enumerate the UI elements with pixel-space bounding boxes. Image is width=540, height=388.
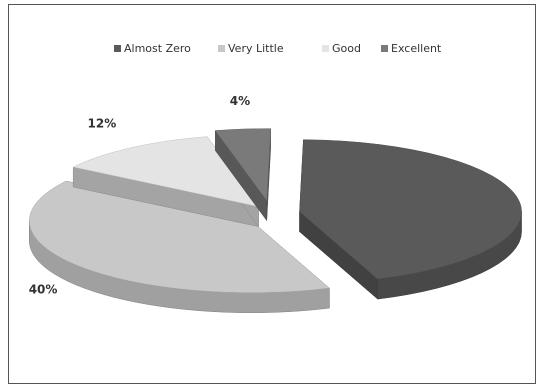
legend-swatch-excellent [381,45,388,52]
legend-swatch-good [322,45,329,52]
slice-top-very-little [29,180,330,293]
slice-very-little [28,180,330,313]
data-label-very-little: 40% [29,282,58,296]
pie-slices [28,128,522,313]
slice-top-excellent [214,128,271,202]
chart-legend: Almost Zero Very Little Good Excellent [114,42,442,55]
slice-excellent [214,128,271,222]
legend-label-good: Good [332,42,361,55]
slice-top-good [72,136,260,208]
data-label-good: 12% [88,117,117,131]
legend-label-very-little: Very Little [228,42,284,55]
legend-label-excellent: Excellent [391,42,442,55]
slice-top-almost-zero [299,139,522,280]
slice-almost-zero [299,139,522,300]
slice-good [72,135,260,228]
data-label-excellent: 4% [230,94,250,108]
legend-label-almost-zero: Almost Zero [124,42,191,55]
data-labels: 44%40%12%4% [29,94,250,296]
legend-swatch-very-little [218,45,225,52]
legend-swatch-almost-zero [114,45,121,52]
